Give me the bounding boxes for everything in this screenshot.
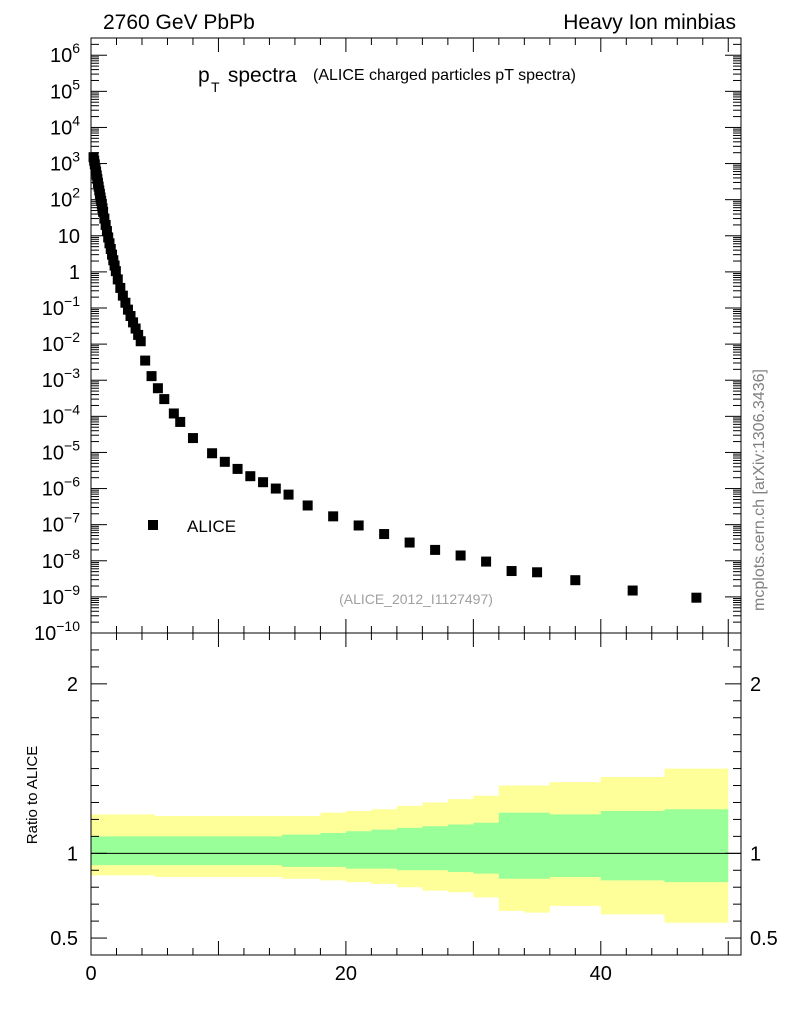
ratio-y-axis-label: Ratio to ALICE [24,746,41,844]
main-plot-frame [90,37,742,634]
data-point [117,290,128,301]
watermark: mcplots.cern.ch [arXiv:1306.3436] [751,369,768,611]
plot-title-rest: spectra [222,64,297,87]
data-point [120,297,131,308]
data-point [100,219,111,230]
data-point [570,575,581,586]
ratio-x-tick-label: 0 [85,963,96,985]
main-y-tick-label: 10−7 [42,510,80,537]
data-point [353,520,364,531]
ratio-plot-frame [90,632,742,956]
data-point [130,323,141,334]
main-y-tick-label: 10−9 [42,582,80,609]
data-point [379,529,390,540]
data-point [159,394,170,405]
data-point [99,213,110,224]
data-point [122,304,133,315]
main-y-tick-label: 105 [50,76,80,103]
plot-title-p: p [198,64,210,87]
data-point [168,408,179,419]
data-point [187,433,198,444]
data-point [328,511,339,522]
data-point [109,260,120,271]
main-y-tick-label: 106 [50,40,80,67]
legend-marker [148,520,158,530]
analysis-id: (ALICE_2012_I1127497) [339,591,493,607]
main-axis-ticks [90,37,741,634]
main-y-tick-label: 10−2 [42,329,80,356]
data-point [245,471,256,482]
data-point [627,585,638,596]
data-point [258,477,269,488]
data-point [532,567,543,578]
data-point [110,266,121,277]
data-point [481,556,492,567]
legend-label: ALICE [187,517,236,536]
main-y-tick-label: 103 [50,149,80,176]
ratio-uncertainty-bands [91,768,729,923]
data-point [207,448,218,459]
data-point [112,274,123,285]
ratio-x-tick-label: 20 [335,963,357,985]
data-point [103,232,114,243]
alice-data-series [88,152,702,603]
data-point [105,244,116,255]
data-point [219,456,230,467]
data-point [270,483,281,494]
data-point [108,255,119,266]
header-right: Heavy Ion minbias [563,11,736,34]
ratio-band-inner [91,809,729,883]
data-point [140,355,151,366]
data-point [128,317,139,328]
data-point [691,592,702,603]
data-point [115,282,126,293]
data-point [283,489,294,500]
main-y-tick-label: 10−6 [42,474,80,501]
data-point [430,544,441,555]
ratio-y-tick-label-left: 1 [67,843,78,865]
data-point [135,336,146,347]
main-y-tick-label: 10−10 [34,618,80,645]
data-point [455,550,466,561]
ratio-y-tick-label-right: 2 [750,674,761,696]
main-y-tick-label: 10−1 [42,293,80,320]
ratio-y-tick-labels: 2 2 1 1 0.5 0.5 [50,674,778,950]
main-y-tick-label: 10−4 [42,401,80,428]
plot-title-paren: (ALICE charged particles pT spectra) [313,67,576,84]
main-y-tick-label: 10−8 [42,546,80,573]
data-point [98,206,109,217]
main-y-tick-label: 104 [50,112,80,139]
data-point [101,226,112,237]
main-y-tick-label: 10 [58,226,80,248]
data-point [232,463,243,474]
ratio-y-tick-label-left: 0.5 [50,928,78,950]
data-point [302,500,313,511]
ratio-y-tick-label-right: 0.5 [750,928,778,950]
ratio-x-tick-label: 40 [590,963,612,985]
ratio-y-tick-label-right: 1 [750,843,761,865]
main-y-tick-label: 1 [69,262,80,284]
plot-title-subscript: T [211,79,220,95]
main-y-tick-label: 10−5 [42,437,80,464]
data-point [506,566,517,577]
data-point [133,329,144,340]
data-point [125,311,136,322]
data-point [146,371,157,382]
data-point [152,383,163,394]
ratio-y-tick-label-left: 2 [67,674,78,696]
main-y-tick-labels: 10610510410310210110−110−210−310−410−510… [34,40,80,645]
data-point [404,537,415,548]
header-left: 2760 GeV PbPb [103,11,255,34]
main-y-tick-label: 10−3 [42,365,80,392]
data-point [107,249,118,260]
ratio-x-tick-labels: 0 20 40 [85,963,611,985]
data-point [175,416,186,427]
main-y-tick-label: 102 [50,185,80,212]
data-point [104,238,115,249]
